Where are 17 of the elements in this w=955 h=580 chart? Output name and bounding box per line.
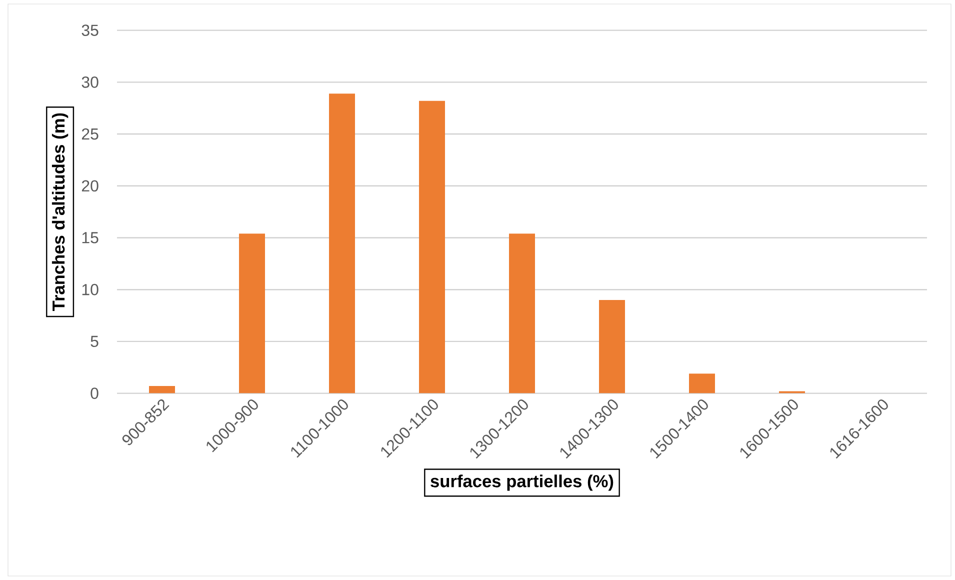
y-tick-label: 15: [82, 232, 98, 244]
y-tick-label: 0: [90, 388, 98, 399]
y-tick-label: 30: [82, 76, 98, 88]
y-axis-title: Tranches d'altitudes (m): [52, 113, 68, 311]
bar: [329, 94, 356, 394]
bar: [509, 234, 535, 394]
y-tick-label: 10: [82, 284, 98, 296]
y-tick-label: 5: [90, 336, 98, 348]
bar: [419, 100, 445, 394]
bar: [599, 300, 625, 394]
bar: [688, 374, 715, 394]
y-tick-label: 20: [82, 180, 98, 192]
y-tick-label: 35: [82, 24, 98, 36]
bar: [149, 386, 176, 394]
bar: [239, 234, 266, 394]
x-axis-title: surfaces partielles (%): [430, 474, 614, 491]
y-tick-label: 25: [82, 128, 98, 140]
